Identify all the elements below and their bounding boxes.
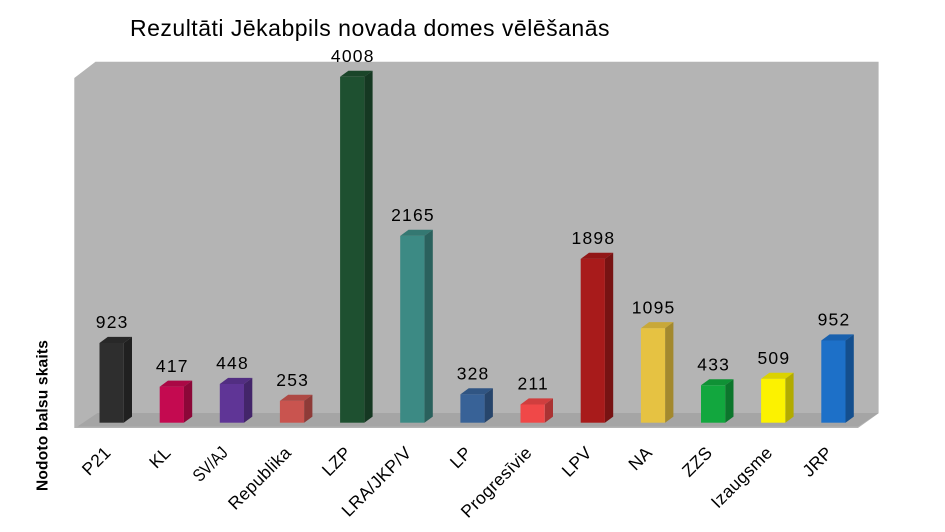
svg-text:Nodoto balsu skaits: Nodoto balsu skaits: [35, 340, 52, 491]
svg-text:952: 952: [818, 310, 851, 330]
svg-text:433: 433: [697, 354, 730, 374]
svg-text:Rezultāti Jēkabpils novada dom: Rezultāti Jēkabpils novada domes vēlēšan…: [130, 15, 610, 41]
svg-text:448: 448: [216, 353, 249, 373]
svg-text:1898: 1898: [572, 228, 616, 248]
svg-text:417: 417: [156, 356, 189, 376]
svg-text:2165: 2165: [391, 205, 435, 225]
svg-text:923: 923: [96, 312, 129, 332]
svg-text:1095: 1095: [632, 297, 676, 317]
svg-text:211: 211: [517, 374, 549, 394]
svg-text:509: 509: [757, 348, 790, 368]
svg-text:4008: 4008: [331, 46, 375, 66]
svg-text:328: 328: [457, 364, 490, 384]
svg-text:253: 253: [276, 370, 309, 390]
